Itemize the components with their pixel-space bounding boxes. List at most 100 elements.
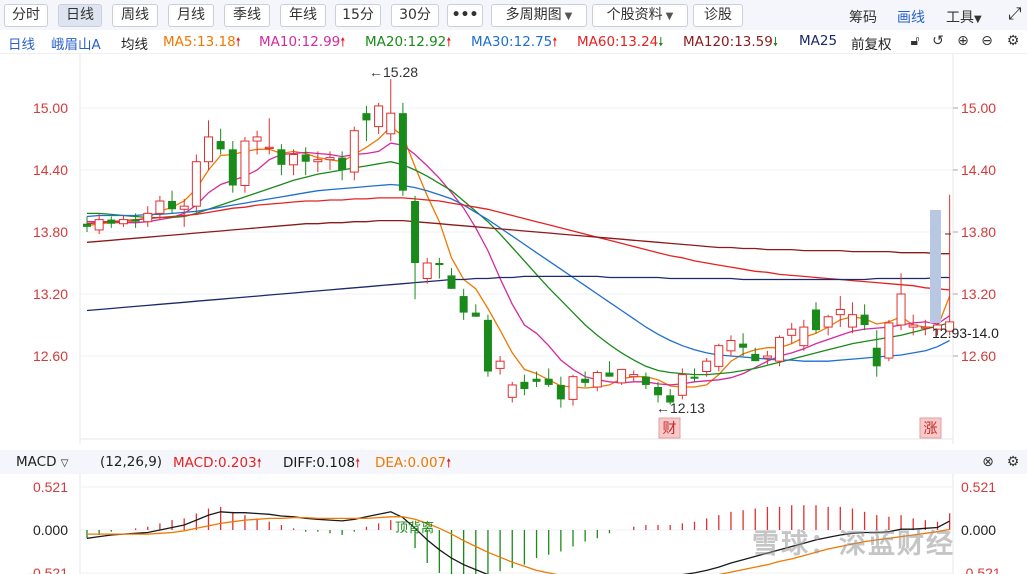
- candle[interactable]: [629, 370, 639, 382]
- candle[interactable]: [739, 333, 748, 356]
- diagnose-button[interactable]: 诊股: [693, 4, 743, 27]
- candle[interactable]: [847, 302, 857, 334]
- candle[interactable]: [313, 151, 323, 173]
- tab-yearly[interactable]: 年线: [280, 4, 326, 27]
- candle[interactable]: [520, 374, 529, 396]
- candle[interactable]: [654, 381, 663, 403]
- stock-info-dropdown[interactable]: 个股资料 ▼: [592, 4, 688, 27]
- candle[interactable]: [896, 273, 906, 331]
- candle[interactable]: [155, 195, 165, 220]
- tab-weekly[interactable]: 周线: [112, 4, 158, 27]
- candle[interactable]: [532, 371, 541, 388]
- candle[interactable]: [690, 368, 699, 382]
- candlestick-chart[interactable]: 15.00 15.00 14.40 14.40 13.80 13.80 13.20 13.20…: [0, 54, 1027, 450]
- close-indicator-icon[interactable]: ⊗: [982, 454, 994, 470]
- candle[interactable]: [762, 350, 772, 365]
- draw-line-button[interactable]: 画线: [897, 10, 925, 26]
- candle[interactable]: [240, 136, 250, 193]
- undo-icon[interactable]: ↺: [932, 33, 944, 49]
- tab-monthly[interactable]: 月线: [168, 4, 214, 27]
- settings-gear-icon[interactable]: ⚙: [1006, 33, 1020, 49]
- zoom-out-icon[interactable]: ⊖: [981, 33, 993, 49]
- candle[interactable]: [349, 126, 359, 181]
- indicator-select[interactable]: MACD ▽: [16, 454, 68, 470]
- candle[interactable]: [131, 213, 140, 228]
- candle[interactable]: [714, 343, 724, 372]
- candle[interactable]: [289, 149, 299, 176]
- candle[interactable]: [179, 198, 189, 227]
- multi-period-dropdown[interactable]: 多周期图 ▼: [491, 4, 587, 27]
- candle[interactable]: [338, 151, 347, 181]
- rise-badge[interactable]: [919, 417, 942, 439]
- candle[interactable]: [641, 372, 650, 390]
- candle[interactable]: [751, 347, 760, 362]
- tab-intraday[interactable]: 分时: [4, 4, 48, 27]
- candle[interactable]: [277, 144, 286, 176]
- candle[interactable]: [605, 361, 614, 377]
- candle[interactable]: [411, 195, 420, 300]
- candle[interactable]: [592, 370, 602, 392]
- candle[interactable]: [884, 319, 894, 362]
- candle[interactable]: [677, 368, 687, 400]
- zoom-in-icon[interactable]: ⊕: [957, 33, 969, 49]
- candle[interactable]: [799, 319, 809, 351]
- candle[interactable]: [107, 216, 116, 228]
- finance-badge[interactable]: [658, 417, 681, 439]
- candle[interactable]: [568, 374, 578, 406]
- candle[interactable]: [471, 304, 480, 317]
- candle[interactable]: [702, 358, 712, 377]
- candle[interactable]: [447, 268, 456, 289]
- candle[interactable]: [812, 302, 820, 334]
- more-periods-button[interactable]: •••: [447, 4, 483, 27]
- candle[interactable]: [581, 371, 590, 388]
- candle[interactable]: [301, 147, 310, 176]
- candle[interactable]: [143, 206, 153, 227]
- candle[interactable]: [216, 128, 225, 155]
- candle[interactable]: [252, 130, 262, 155]
- candle[interactable]: [933, 322, 942, 336]
- candle[interactable]: [495, 356, 505, 375]
- tab-daily[interactable]: 日线: [58, 4, 102, 27]
- candle[interactable]: [920, 319, 930, 336]
- candle[interactable]: [872, 330, 881, 377]
- candle[interactable]: [544, 368, 553, 387]
- candle[interactable]: [435, 257, 444, 279]
- tools-dropdown[interactable]: 工具▼: [946, 7, 982, 27]
- candle[interactable]: [325, 151, 335, 170]
- fullscreen-icon[interactable]: ⤢: [1008, 4, 1022, 24]
- candle[interactable]: [168, 190, 177, 214]
- candle[interactable]: [556, 376, 565, 408]
- candle[interactable]: [908, 314, 918, 336]
- tab-30min[interactable]: 30分: [391, 4, 439, 27]
- candle[interactable]: [422, 257, 432, 284]
- adjust-mode[interactable]: 前复权: [851, 37, 892, 53]
- tab-quarterly[interactable]: 季线: [224, 4, 270, 27]
- candle[interactable]: [835, 296, 845, 328]
- candle[interactable]: [726, 335, 736, 356]
- candle[interactable]: [228, 141, 237, 193]
- candle[interactable]: [775, 335, 785, 367]
- candle[interactable]: [386, 79, 396, 142]
- candle[interactable]: [118, 215, 128, 227]
- macd-chart[interactable]: 0.521 0.521 0.000 0.000 -0.521 -0.521 顶背离: [0, 474, 1027, 574]
- candle[interactable]: [483, 314, 492, 377]
- tab-15min[interactable]: 15分: [335, 4, 381, 27]
- candle[interactable]: [787, 322, 797, 344]
- candle[interactable]: [945, 194, 955, 336]
- candle[interactable]: [83, 216, 91, 233]
- candle[interactable]: [398, 102, 407, 196]
- candle[interactable]: [860, 304, 869, 331]
- lock-icon[interactable]: 🔓︎: [910, 33, 920, 49]
- candle[interactable]: [459, 288, 468, 320]
- candle[interactable]: [666, 389, 675, 405]
- indicator-settings-icon[interactable]: ⚙: [1006, 454, 1020, 470]
- candle[interactable]: [264, 118, 274, 155]
- candle[interactable]: [823, 314, 833, 336]
- candle[interactable]: [362, 105, 371, 142]
- candle[interactable]: [374, 102, 384, 134]
- candle[interactable]: [617, 368, 627, 385]
- candle[interactable]: [507, 381, 517, 403]
- candle[interactable]: [191, 154, 201, 214]
- candle[interactable]: [94, 213, 104, 235]
- candle[interactable]: [204, 120, 213, 170]
